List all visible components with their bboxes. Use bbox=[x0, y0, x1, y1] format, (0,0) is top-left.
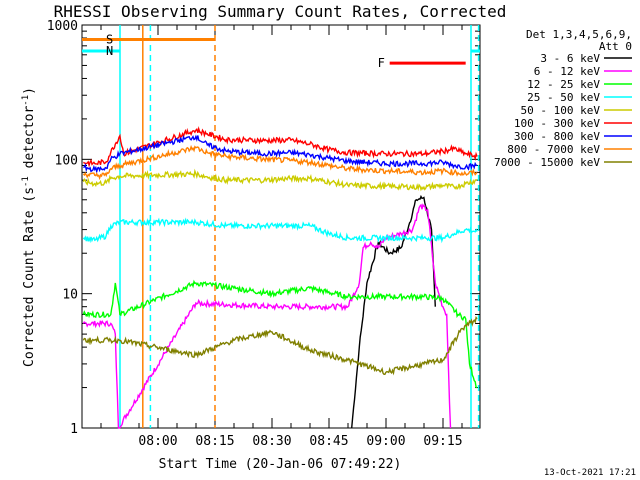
annotation-label: N bbox=[106, 44, 113, 58]
legend-entry-label: 300 - 800 keV bbox=[514, 130, 600, 143]
y-axis-label: Corrected Count Rate (s-1 detector-1) bbox=[21, 87, 37, 367]
series-layer bbox=[82, 126, 478, 429]
x-tick-label: 08:15 bbox=[195, 434, 234, 449]
legend-entry-label: 50 - 100 keV bbox=[521, 104, 601, 117]
legend-entry-label: 25 - 50 keV bbox=[527, 91, 600, 104]
x-tick-label: 09:15 bbox=[423, 434, 462, 449]
annotation-label: F bbox=[378, 56, 385, 70]
y-tick-label: 10 bbox=[62, 288, 78, 303]
annotation-label: S bbox=[106, 32, 113, 46]
plot-frame bbox=[81, 24, 481, 429]
legend-header-line-2: Att 0 bbox=[599, 40, 632, 53]
y-axis-label-main: Corrected Count Rate (s bbox=[22, 187, 37, 367]
y-tick-label: 1000 bbox=[47, 19, 78, 34]
y-axis-label-superscript-1: -1 bbox=[21, 176, 31, 187]
legend-entry-label: 800 - 7000 keV bbox=[507, 143, 600, 156]
annotation-lines: SN F bbox=[82, 25, 480, 428]
y-tick-label: 1 bbox=[70, 422, 78, 437]
series-line-s25_50 bbox=[82, 217, 478, 244]
legend-entry-label: 100 - 300 keV bbox=[514, 117, 600, 130]
y-axis-label-end: ) bbox=[22, 87, 37, 95]
x-axis-ticks: 08:00 08:15 08:30 08:45 09:00 09:15 bbox=[100, 25, 463, 449]
x-axis-label: Start Time (20-Jan-06 07:49:22) bbox=[159, 457, 402, 472]
series-line-s12_25 bbox=[82, 279, 478, 389]
legend-entry-label: 3 - 6 keV bbox=[540, 52, 600, 65]
series-line-s300_800 bbox=[83, 134, 478, 175]
x-tick-label: 08:30 bbox=[252, 434, 291, 449]
legend-entry-label: 7000 - 15000 keV bbox=[494, 156, 600, 169]
series-line-s7000_15000 bbox=[82, 316, 478, 376]
series-line-s800_7000 bbox=[82, 144, 478, 181]
series-line-s3_6 bbox=[351, 194, 436, 429]
x-tick-label: 08:00 bbox=[138, 434, 177, 449]
y-axis-label-superscript-2: -1 bbox=[21, 95, 31, 106]
legend-header-line-1: Det 1,3,4,5,6,9, bbox=[526, 28, 632, 41]
legend-entry-label: 12 - 25 keV bbox=[527, 78, 600, 91]
footer-date: 13-Oct-2021 17:21 bbox=[544, 468, 636, 478]
chart-title: RHESSI Observing Summary Count Rates, Co… bbox=[54, 2, 507, 21]
y-axis-label-middle: detector bbox=[22, 106, 37, 177]
series-line-s50_100 bbox=[82, 168, 478, 192]
legend-entry-label: 6 - 12 keV bbox=[534, 65, 601, 78]
x-tick-label: 08:45 bbox=[309, 434, 348, 449]
y-tick-label: 100 bbox=[55, 153, 78, 168]
x-tick-label: 09:00 bbox=[366, 434, 405, 449]
series-line-s100_300 bbox=[82, 126, 478, 168]
